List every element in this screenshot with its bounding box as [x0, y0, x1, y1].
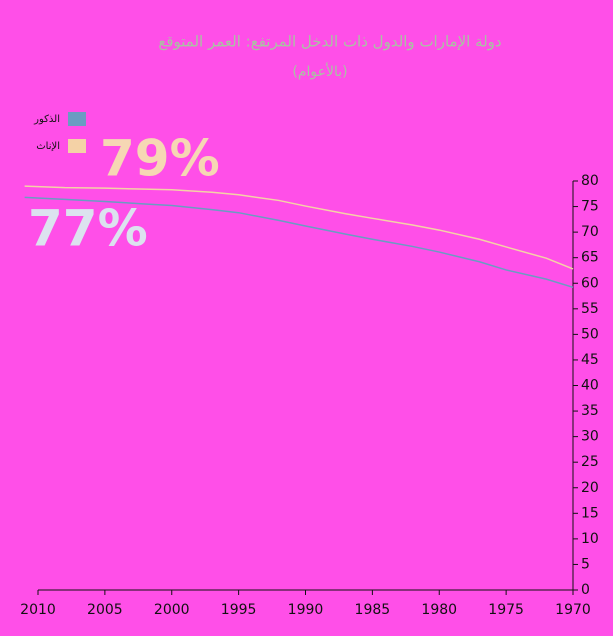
series-line [24, 185, 574, 270]
y-tick-label: 60 [581, 275, 599, 291]
y-tick-label: 70 [581, 224, 599, 240]
y-tick-label: 35 [581, 403, 599, 419]
chart-subtitle: (بالأعوام) [292, 62, 347, 80]
x-tick-label: 2005 [87, 602, 123, 618]
annotation: 77% [28, 200, 148, 258]
y-tick-label: 50 [581, 326, 599, 342]
x-tick-label: 1995 [221, 602, 257, 618]
y-tick-label: 40 [581, 378, 599, 394]
series-line [24, 196, 574, 289]
y-tick-label: 25 [581, 454, 599, 470]
legend-label: الذكور [33, 114, 60, 125]
y-tick-label: 55 [581, 301, 599, 317]
x-tick-label: 2000 [154, 602, 190, 618]
x-tick-label: 2010 [20, 602, 56, 618]
y-tick-label: 5 [581, 556, 590, 572]
x-tick-label: 1970 [555, 602, 591, 618]
x-tick-label: 1990 [288, 602, 324, 618]
y-tick-label: 45 [581, 352, 599, 368]
y-tick-label: 20 [581, 480, 599, 496]
y-tick-label: 0 [581, 582, 590, 598]
y-tick-label: 80 [581, 173, 599, 189]
legend-swatch [68, 112, 86, 126]
y-tick-label: 10 [581, 531, 599, 547]
y-tick-label: 75 [581, 199, 599, 215]
x-tick-label: 1975 [488, 602, 524, 618]
legend-label: الإناث [36, 141, 60, 152]
chart-title: دولة الإمارات والدول ذات الدخل المرتفع: … [158, 33, 501, 51]
y-tick-label: 15 [581, 505, 599, 521]
x-tick-label: 1980 [421, 602, 457, 618]
annotation: 79% [100, 130, 220, 188]
y-tick-label: 30 [581, 429, 599, 445]
x-tick-label: 1985 [355, 602, 391, 618]
legend-swatch [68, 139, 86, 153]
y-tick-label: 65 [581, 250, 599, 266]
